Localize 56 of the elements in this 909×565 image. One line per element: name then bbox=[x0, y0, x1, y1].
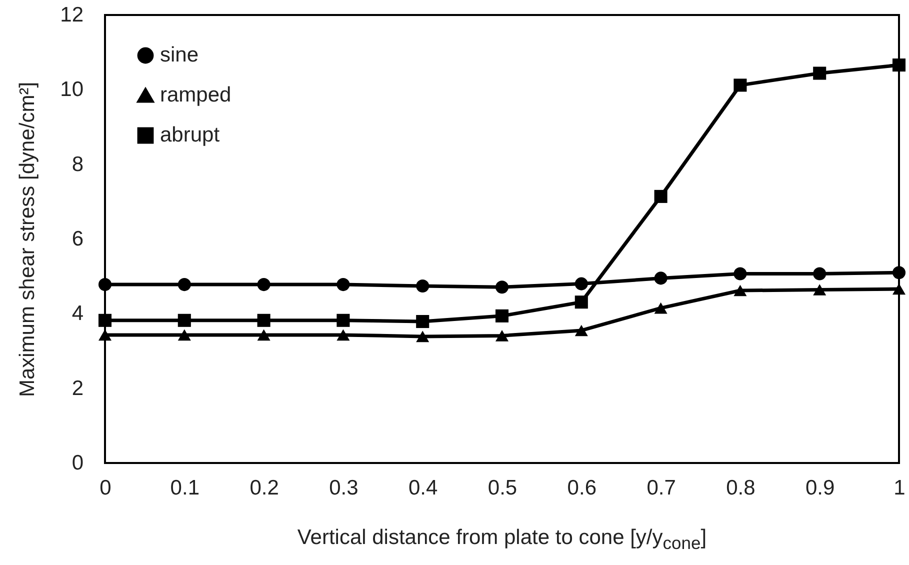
point bbox=[574, 324, 588, 336]
point bbox=[416, 280, 430, 293]
point bbox=[734, 267, 747, 280]
point bbox=[813, 267, 826, 280]
point bbox=[734, 78, 747, 92]
point bbox=[257, 278, 270, 292]
x-tick-label: 0.2 bbox=[250, 476, 279, 500]
point bbox=[892, 283, 906, 295]
x-tick-label: 1 bbox=[894, 476, 906, 500]
x-tick-label: 0.3 bbox=[329, 476, 358, 500]
point bbox=[257, 329, 270, 341]
point bbox=[892, 58, 906, 72]
point bbox=[178, 278, 191, 292]
point bbox=[495, 330, 509, 342]
point bbox=[813, 66, 826, 80]
point bbox=[336, 314, 350, 327]
point bbox=[336, 329, 350, 341]
x-tick-label: 0.7 bbox=[646, 476, 676, 500]
legend-label: abrupt bbox=[160, 124, 220, 146]
y-tick-label: 10 bbox=[60, 78, 84, 102]
legend-label: sine bbox=[160, 44, 199, 66]
legend-label: ramped bbox=[160, 84, 232, 106]
point bbox=[416, 314, 430, 328]
x-tick-label: 0.4 bbox=[408, 476, 438, 500]
point bbox=[416, 330, 430, 342]
point bbox=[813, 284, 826, 296]
point bbox=[892, 266, 906, 280]
x-tick-label: 0.1 bbox=[170, 476, 200, 500]
point bbox=[336, 278, 350, 292]
y-axis-title: Maximum shear stress [dyne/cm²] bbox=[16, 82, 40, 398]
y-tick-label: 4 bbox=[72, 302, 84, 326]
point bbox=[257, 314, 270, 327]
y-tick-label: 12 bbox=[60, 4, 84, 26]
y-tick-label: 6 bbox=[72, 228, 84, 250]
y-tick-label: 8 bbox=[72, 152, 84, 176]
point bbox=[495, 309, 509, 322]
x-tick-label: 0.5 bbox=[488, 476, 518, 500]
point bbox=[654, 272, 668, 285]
point bbox=[495, 280, 509, 294]
point bbox=[178, 314, 191, 327]
point bbox=[98, 329, 112, 341]
point bbox=[654, 190, 668, 203]
x-tick-label: 0 bbox=[100, 476, 112, 500]
point bbox=[734, 284, 747, 296]
x-tick-label: 0.8 bbox=[726, 476, 756, 500]
y-tick-label: 0 bbox=[72, 452, 84, 474]
point bbox=[574, 277, 588, 290]
x-tick-label: 0.9 bbox=[806, 476, 835, 500]
y-tick-label: 2 bbox=[72, 376, 84, 400]
point bbox=[178, 329, 191, 341]
x-axis-title: Vertical distance from plate to cone [y/y$_{cone}$] bbox=[296, 526, 708, 554]
point bbox=[574, 296, 588, 309]
point bbox=[98, 278, 112, 292]
x-tick-label: 0.6 bbox=[567, 476, 596, 500]
point bbox=[654, 302, 668, 314]
point bbox=[98, 314, 112, 327]
